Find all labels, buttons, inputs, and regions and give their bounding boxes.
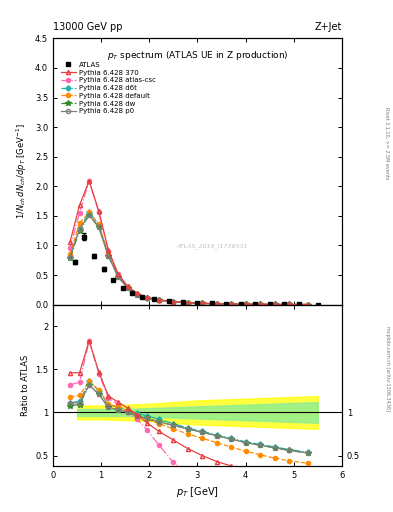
Text: $p_{T}$ spectrum (ATLAS UE in Z production): $p_{T}$ spectrum (ATLAS UE in Z producti… bbox=[107, 49, 288, 62]
Legend: ATLAS, Pythia 6.428 370, Pythia 6.428 atlas-csc, Pythia 6.428 d6t, Pythia 6.428 : ATLAS, Pythia 6.428 370, Pythia 6.428 at… bbox=[59, 60, 157, 116]
Text: mcplots.cern.ch [arXiv:1306.3436]: mcplots.cern.ch [arXiv:1306.3436] bbox=[385, 326, 389, 411]
Text: Rivet 3.1.10, >= 2.5M events: Rivet 3.1.10, >= 2.5M events bbox=[385, 107, 389, 180]
X-axis label: $p_{T}$ [GeV]: $p_{T}$ [GeV] bbox=[176, 485, 219, 499]
Y-axis label: $1/N_{ch}\,dN_{ch}/dp_{T}$ [GeV$^{-1}$]: $1/N_{ch}\,dN_{ch}/dp_{T}$ [GeV$^{-1}$] bbox=[15, 123, 29, 220]
Text: ATLAS_2019_I1736531: ATLAS_2019_I1736531 bbox=[176, 243, 248, 249]
Text: 13000 GeV pp: 13000 GeV pp bbox=[53, 22, 123, 32]
Text: Z+Jet: Z+Jet bbox=[314, 22, 342, 32]
Y-axis label: Ratio to ATLAS: Ratio to ATLAS bbox=[20, 355, 29, 416]
